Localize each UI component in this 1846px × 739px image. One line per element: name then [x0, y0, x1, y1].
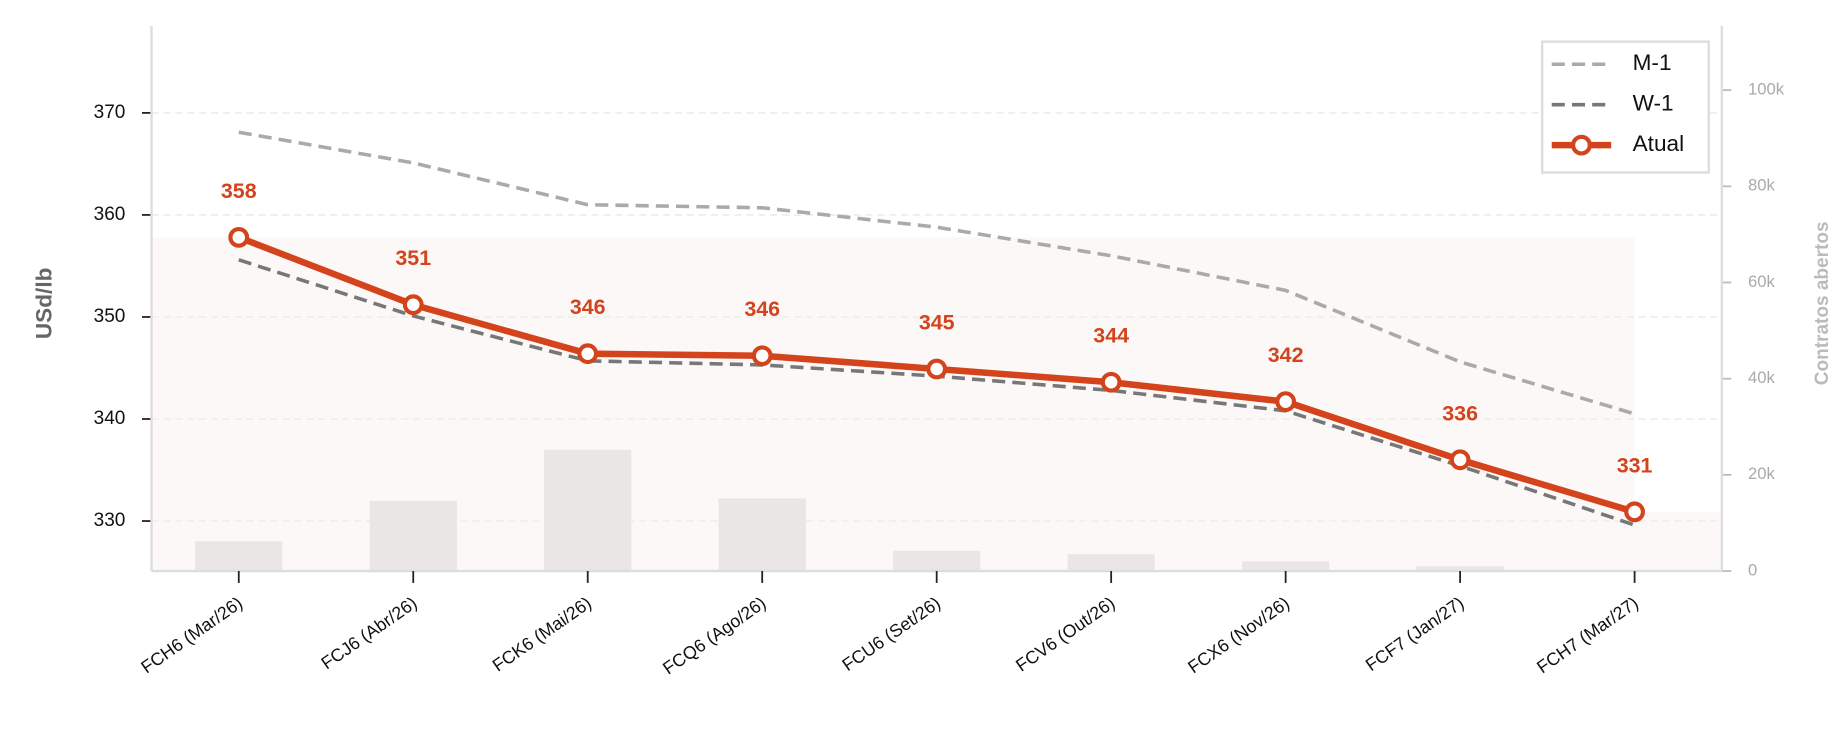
data-label: 351 — [395, 246, 431, 270]
x-tick-label: FCX6 (Nov/26) — [1184, 593, 1293, 678]
x-tick-label: FCQ6 (Ago/26) — [659, 593, 769, 679]
x-tick-label: FCH7 (Mar/27) — [1533, 593, 1642, 678]
y2-tick-label: 20k — [1748, 464, 1776, 483]
data-label: 358 — [221, 179, 257, 203]
open-interest-bar — [1067, 554, 1155, 572]
open-interest-bar — [1416, 566, 1504, 572]
open-interest-bar — [195, 541, 283, 572]
legend-box — [1541, 40, 1710, 174]
legend-label: M-1 — [1633, 50, 1672, 75]
point — [1449, 449, 1471, 471]
open-interest-bar — [544, 449, 632, 572]
x-tick-label: FCK6 (Mai/26) — [489, 593, 595, 676]
y-axis-label: USd/lb — [32, 268, 57, 340]
data-label: 346 — [570, 295, 606, 319]
data-label: 336 — [1442, 401, 1478, 425]
x-tick-label: FCH6 (Mar/26) — [137, 593, 246, 678]
open-interest-bar — [1242, 561, 1330, 572]
legend-label: Atual — [1633, 131, 1685, 156]
point — [1275, 391, 1297, 413]
data-label: 342 — [1268, 343, 1304, 367]
open-interest-bar — [718, 498, 806, 572]
open-interest-bar — [369, 500, 457, 572]
point — [1624, 501, 1646, 523]
point — [228, 226, 250, 248]
point — [1100, 371, 1122, 393]
y-tick-label: 340 — [94, 408, 126, 429]
point — [577, 343, 599, 365]
y2-axis-label: Contratos abertos — [1812, 221, 1833, 385]
point — [402, 294, 424, 316]
y-tick-label: 370 — [94, 102, 126, 123]
x-tick-label: FCF7 (Jan/27) — [1362, 593, 1468, 675]
x-tick-label: FCU6 (Set/26) — [838, 593, 944, 675]
point — [751, 345, 773, 367]
y-tick-label: 360 — [94, 204, 126, 225]
y2-tick-label: 60k — [1748, 272, 1776, 291]
y-tick-label: 330 — [94, 510, 126, 531]
y2-tick-label: 100k — [1748, 80, 1785, 99]
y-tick-label: 350 — [94, 306, 126, 327]
y2-tick-label: 0 — [1748, 560, 1757, 579]
legend-label: W-1 — [1633, 91, 1674, 116]
open-interest-bar — [893, 550, 981, 572]
data-label: 331 — [1617, 453, 1653, 477]
legend-marker — [1571, 134, 1592, 156]
y2-tick-label: 80k — [1748, 176, 1776, 195]
x-tick-label: FCJ6 (Abr/26) — [317, 593, 420, 674]
point — [926, 358, 948, 380]
y2-tick-label: 40k — [1748, 368, 1776, 387]
data-label: 346 — [744, 297, 780, 321]
data-label: 345 — [919, 310, 955, 334]
x-tick-label: FCV6 (Out/26) — [1012, 593, 1118, 676]
data-label: 344 — [1093, 324, 1129, 348]
